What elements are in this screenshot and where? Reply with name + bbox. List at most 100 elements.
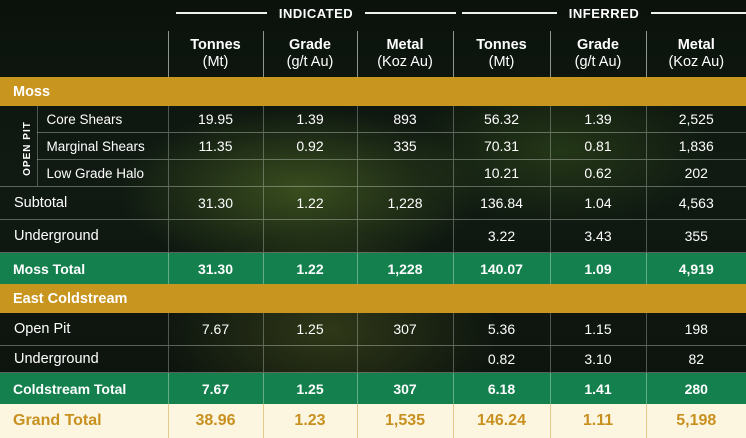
cell: 1,535 — [356, 404, 453, 438]
table-row: Low Grade Halo 10.21 0.62 202 — [0, 159, 746, 187]
underground-row: Underground 3.22 3.43 355 — [0, 219, 746, 253]
cell — [262, 159, 357, 187]
cell: 6.18 — [452, 372, 550, 404]
cell: 1.41 — [549, 372, 646, 404]
cell: 307 — [356, 372, 453, 404]
cell: 1.39 — [549, 106, 646, 133]
resource-table: Tonnes (Mt) Grade (g/t Au) Metal (Koz Au) T… — [0, 31, 746, 438]
cell: 2,525 — [645, 106, 746, 133]
cell: 1.09 — [549, 252, 646, 284]
indicated-left-rule — [176, 12, 267, 14]
cell: 146.24 — [452, 404, 550, 438]
cell: 355 — [645, 219, 746, 253]
cell: 1.22 — [262, 252, 357, 284]
inferred-group-header: INFERRED — [462, 0, 746, 26]
cell: 11.35 — [167, 132, 263, 160]
cell: 1.39 — [262, 106, 357, 133]
section-header-moss: Moss — [0, 77, 746, 106]
cell: 56.32 — [452, 106, 550, 133]
indicated-right-rule — [365, 12, 456, 14]
row-label: Underground — [0, 345, 168, 373]
cell: 202 — [645, 159, 746, 187]
row-label: Low Grade Halo — [36, 159, 168, 187]
grand-total-row: Grand Total 38.96 1.23 1,535 146.24 1.11… — [0, 404, 746, 438]
cell: 38.96 — [167, 404, 263, 438]
cell: 1.25 — [262, 372, 357, 404]
cell — [167, 219, 263, 253]
cell: 1,228 — [356, 186, 453, 220]
row-label: Marginal Shears — [36, 132, 168, 160]
row-label: Coldstream Total — [0, 372, 168, 404]
cell: 7.67 — [167, 313, 263, 346]
row-label: Open Pit — [0, 313, 168, 346]
cell: 70.31 — [452, 132, 550, 160]
cell — [262, 219, 357, 253]
cell: 3.10 — [549, 345, 646, 373]
cell: 1.04 — [549, 186, 646, 220]
cell: 198 — [645, 313, 746, 346]
header-blank-cell — [0, 31, 168, 77]
underground-row: Underground 0.82 3.10 82 — [0, 345, 746, 373]
cell: 82 — [645, 345, 746, 373]
table-row: Marginal Shears 11.35 0.92 335 70.31 0.8… — [0, 132, 746, 160]
cell — [167, 159, 263, 187]
inferred-left-rule — [462, 12, 557, 14]
coldstream-total-row: Coldstream Total 7.67 1.25 307 6.18 1.41… — [0, 372, 746, 404]
row-label: Grand Total — [0, 404, 168, 438]
cell: 1,228 — [356, 252, 453, 284]
cell: 307 — [356, 313, 453, 346]
row-label: Underground — [0, 219, 168, 253]
cell: 0.62 — [549, 159, 646, 187]
cell: 893 — [356, 106, 453, 133]
cell: 335 — [356, 132, 453, 160]
cell: 0.81 — [549, 132, 646, 160]
cell: 280 — [645, 372, 746, 404]
col-header-inferred-grade: Grade (g/t Au) — [549, 31, 646, 77]
inferred-label: INFERRED — [568, 5, 640, 21]
section-title: East Coldstream — [0, 284, 746, 313]
col-header-indicated-tonnes: Tonnes (Mt) — [167, 31, 263, 77]
cell: 136.84 — [452, 186, 550, 220]
cell: 3.43 — [549, 219, 646, 253]
cell: 31.30 — [167, 252, 263, 284]
cell: 1.22 — [262, 186, 357, 220]
cell — [167, 345, 263, 373]
cell: 10.21 — [452, 159, 550, 187]
section-title: Moss — [0, 77, 746, 106]
indicated-group-header: INDICATED — [176, 0, 456, 26]
cell: 19.95 — [167, 106, 263, 133]
cell: 1.25 — [262, 313, 357, 346]
open-pit-row: Open Pit 7.67 1.25 307 5.36 1.15 198 — [0, 313, 746, 346]
cell: 1,836 — [645, 132, 746, 160]
row-label: Subtotal — [0, 186, 168, 220]
col-header-indicated-metal: Metal (Koz Au) — [356, 31, 453, 77]
cell: 1.15 — [549, 313, 646, 346]
col-header-inferred-metal: Metal (Koz Au) — [645, 31, 746, 77]
cell: 5.36 — [452, 313, 550, 346]
indicated-label: INDICATED — [278, 5, 354, 21]
cell — [356, 219, 453, 253]
cell — [356, 345, 453, 373]
cell: 0.92 — [262, 132, 357, 160]
cell: 4,563 — [645, 186, 746, 220]
inferred-right-rule — [651, 12, 746, 14]
section-header-coldstream: East Coldstream — [0, 284, 746, 313]
column-header-row: Tonnes (Mt) Grade (g/t Au) Metal (Koz Au) T… — [0, 31, 746, 77]
cell: 31.30 — [167, 186, 263, 220]
cell: 7.67 — [167, 372, 263, 404]
row-label: Moss Total — [0, 252, 168, 284]
table-row: OPEN PIT Core Shears 19.95 1.39 893 56.3… — [0, 106, 746, 187]
cell — [356, 159, 453, 187]
row-label: Core Shears — [36, 106, 168, 133]
open-pit-side-label: OPEN PIT — [0, 106, 37, 187]
cell: 1.11 — [549, 404, 646, 438]
cell: 3.22 — [452, 219, 550, 253]
col-header-indicated-grade: Grade (g/t Au) — [262, 31, 357, 77]
subtotal-row: Subtotal 31.30 1.22 1,228 136.84 1.04 4,… — [0, 186, 746, 220]
cell: 4,919 — [645, 252, 746, 284]
cell: 1.23 — [262, 404, 357, 438]
cell: 5,198 — [645, 404, 746, 438]
col-header-inferred-tonnes: Tonnes (Mt) — [452, 31, 550, 77]
cell — [262, 345, 357, 373]
moss-total-row: Moss Total 31.30 1.22 1,228 140.07 1.09 … — [0, 252, 746, 284]
